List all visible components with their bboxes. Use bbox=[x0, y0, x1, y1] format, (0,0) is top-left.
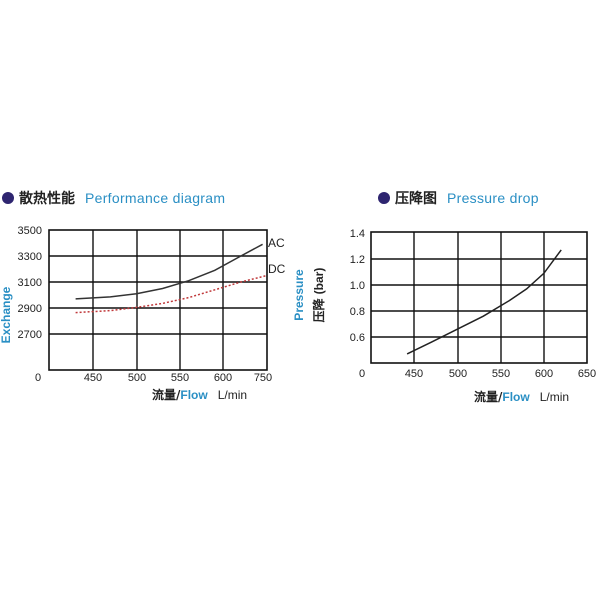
pressure-title-cn: 压降图 bbox=[395, 191, 437, 207]
x-axis-title-cn: 流量/ bbox=[474, 389, 503, 404]
x-tick-label: 450 bbox=[84, 372, 102, 384]
y-tick-label: 1.0 bbox=[350, 280, 365, 292]
series-dc-label: DC bbox=[268, 262, 286, 276]
x-axis-title-en: Flow bbox=[502, 390, 530, 404]
y-tick-label: 2700 bbox=[18, 329, 42, 341]
x-axis-title-cn: 流量/ bbox=[152, 387, 181, 402]
origin-label: 0 bbox=[359, 368, 365, 380]
pressure-drop-line bbox=[406, 249, 562, 355]
y-axis-title: Exchange bbox=[0, 286, 13, 343]
x-tick-label: 750 bbox=[254, 372, 272, 384]
bullet-dot-icon bbox=[2, 192, 14, 204]
x-tick-label: 650 bbox=[578, 368, 596, 380]
x-axis-title-en: Flow bbox=[180, 388, 208, 402]
plot-frame bbox=[370, 231, 588, 364]
y-tick-label: 0.8 bbox=[350, 306, 365, 318]
x-axis-title: 流量/Flow L/min bbox=[152, 387, 247, 402]
bullet-dot-icon bbox=[378, 192, 390, 204]
performance-title-en: Performance diagram bbox=[85, 190, 226, 206]
y-tick-label: 3500 bbox=[18, 225, 42, 237]
x-tick-label: 600 bbox=[535, 368, 553, 380]
y-tick-label: 0.6 bbox=[350, 332, 365, 344]
x-tick-label: 550 bbox=[171, 372, 189, 384]
pressure-chart: 0.6 0.8 1.0 1.2 1.4 450 500 550 600 650 0 Pressure 压… bbox=[292, 228, 596, 404]
y-tick-label: 3100 bbox=[18, 277, 42, 289]
y-tick-label: 1.2 bbox=[350, 254, 365, 266]
plot-frame bbox=[48, 229, 268, 371]
x-axis-unit: L/min bbox=[218, 388, 247, 402]
origin-label: 0 bbox=[35, 372, 41, 384]
performance-heading: 散热性能 Performance diagram bbox=[2, 188, 225, 208]
x-tick-label: 500 bbox=[128, 372, 146, 384]
y-axis-unit: (bar) bbox=[312, 268, 326, 295]
x-tick-label: 450 bbox=[405, 368, 423, 380]
y-tick-label: 1.4 bbox=[350, 228, 365, 240]
y-axis-title-cn: 压降 bbox=[311, 297, 326, 322]
y-axis-title-en: Pressure bbox=[292, 269, 306, 321]
series-ac-label: AC bbox=[268, 236, 285, 250]
x-tick-label: 600 bbox=[214, 372, 232, 384]
performance-title-cn: 散热性能 bbox=[19, 191, 75, 207]
series-dc-line bbox=[75, 274, 268, 314]
y-tick-label: 2900 bbox=[18, 303, 42, 315]
y-axis-title: 压降 (bar) bbox=[311, 268, 326, 323]
performance-chart: 2700 2900 3100 3300 3500 450 500 550 600 750 0 Exch… bbox=[0, 225, 286, 402]
series-ac-line bbox=[75, 243, 263, 300]
y-tick-label: 3300 bbox=[18, 251, 42, 263]
x-tick-label: 500 bbox=[449, 368, 467, 380]
pressure-title-en: Pressure drop bbox=[447, 190, 539, 206]
x-axis-title: 流量/Flow L/min bbox=[474, 389, 569, 404]
x-axis-unit: L/min bbox=[540, 390, 569, 404]
pressure-heading: 压降图 Pressure drop bbox=[378, 188, 539, 208]
x-tick-label: 550 bbox=[492, 368, 510, 380]
